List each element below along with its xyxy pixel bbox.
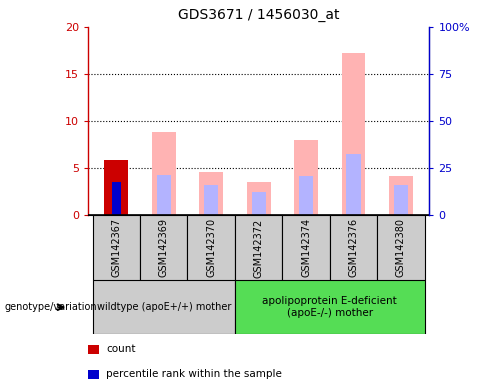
- Bar: [235, 280, 425, 334]
- Bar: [88, 345, 99, 354]
- Bar: [235, 215, 283, 280]
- Bar: [377, 215, 425, 280]
- Bar: [251, 192, 266, 215]
- Bar: [140, 215, 187, 280]
- Text: GSM142370: GSM142370: [206, 218, 216, 277]
- Bar: [342, 53, 366, 215]
- Text: count: count: [106, 344, 135, 354]
- Title: GDS3671 / 1456030_at: GDS3671 / 1456030_at: [178, 8, 339, 22]
- Bar: [112, 182, 121, 215]
- Bar: [157, 175, 171, 215]
- Text: GSM142376: GSM142376: [348, 218, 359, 277]
- Bar: [247, 182, 270, 215]
- Bar: [294, 140, 318, 215]
- Bar: [93, 215, 140, 280]
- Text: apolipoprotein E-deficient
(apoE-/-) mother: apolipoprotein E-deficient (apoE-/-) mot…: [263, 296, 397, 318]
- Text: GSM142380: GSM142380: [396, 218, 406, 277]
- Text: GSM142374: GSM142374: [301, 218, 311, 277]
- Bar: [93, 280, 235, 334]
- Text: percentile rank within the sample: percentile rank within the sample: [106, 369, 282, 379]
- Bar: [299, 177, 313, 215]
- Bar: [104, 161, 128, 215]
- Bar: [152, 132, 176, 215]
- Bar: [330, 215, 377, 280]
- Bar: [199, 172, 223, 215]
- Bar: [187, 215, 235, 280]
- Text: GSM142372: GSM142372: [254, 218, 264, 278]
- Text: wildtype (apoE+/+) mother: wildtype (apoE+/+) mother: [97, 302, 231, 312]
- Text: genotype/variation: genotype/variation: [5, 302, 98, 312]
- Bar: [204, 185, 218, 215]
- Bar: [394, 185, 408, 215]
- Bar: [389, 175, 413, 215]
- Text: GSM142367: GSM142367: [111, 218, 122, 277]
- Text: GSM142369: GSM142369: [159, 218, 169, 277]
- Bar: [88, 370, 99, 379]
- Bar: [283, 215, 330, 280]
- Bar: [346, 154, 361, 215]
